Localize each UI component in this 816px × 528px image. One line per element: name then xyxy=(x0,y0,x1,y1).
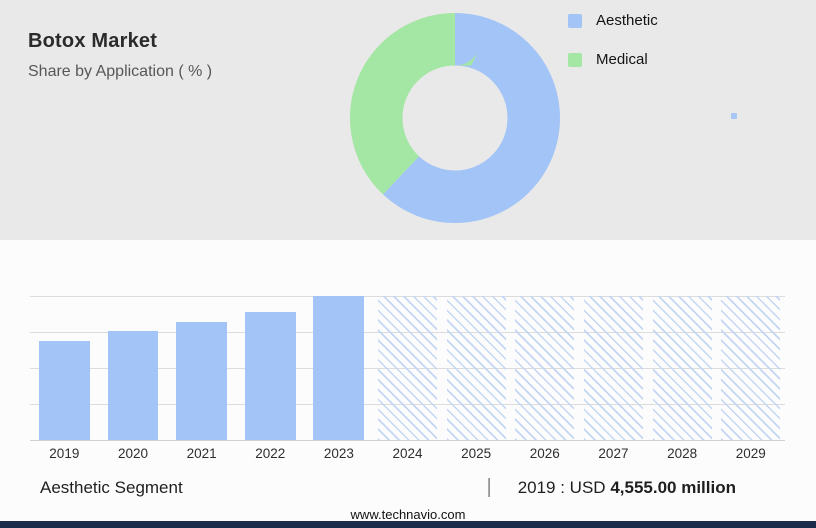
bar-slot xyxy=(716,296,785,440)
bar-slot xyxy=(305,296,374,440)
legend-swatch-aesthetic-icon xyxy=(568,13,582,28)
forecast-bar-2029 xyxy=(721,296,781,440)
website-link[interactable]: www.technavio.com xyxy=(350,507,466,522)
x-axis-labels: 2019 2020 2021 2022 2023 2024 2025 2026 2027 2028… xyxy=(30,446,785,461)
decorative-dot xyxy=(731,113,737,119)
donut-svg xyxy=(350,13,560,223)
bar-2020 xyxy=(107,330,159,440)
bottom-navy-bar xyxy=(0,521,816,528)
x-axis-label-2023: 2023 xyxy=(323,446,354,461)
bar-2021 xyxy=(176,321,227,440)
bar-slot xyxy=(442,296,511,440)
bar-slot xyxy=(648,296,717,440)
legend-swatch-medical-icon xyxy=(568,52,582,67)
x-axis-label-2025: 2025 xyxy=(461,446,492,461)
bar-2019 xyxy=(38,340,90,440)
x-axis-label-2021: 2021 xyxy=(186,446,217,461)
caption-row: Aesthetic Segment | 2019 : USD 4,555.00 … xyxy=(40,476,736,499)
x-axis-label-2020: 2020 xyxy=(117,446,148,461)
baseline-gridline xyxy=(30,440,785,441)
bar-2022 xyxy=(244,311,296,440)
x-axis-label-2028: 2028 xyxy=(667,446,698,461)
bar-slot xyxy=(30,296,99,440)
x-axis-label-2026: 2026 xyxy=(529,446,560,461)
page-title: Botox Market xyxy=(28,30,158,52)
legend-item-medical: Medical xyxy=(568,51,658,68)
bar-slot xyxy=(373,296,442,440)
segment-value: 2019 : USD 4,555.00 million xyxy=(518,478,736,498)
bar-slot xyxy=(579,296,648,440)
x-axis-label-2022: 2022 xyxy=(255,446,286,461)
legend-label-aesthetic: Aesthetic xyxy=(596,12,658,29)
bar-chart-section: 2019 2020 2021 2022 2023 2024 2025 2026 2027 2028… xyxy=(0,240,816,528)
footer: www.technavio.com xyxy=(0,506,816,524)
x-axis-label-2024: 2024 xyxy=(392,446,423,461)
x-axis-label-2029: 2029 xyxy=(735,446,766,461)
forecast-bar-2028 xyxy=(652,296,712,440)
bar-plot-slots xyxy=(30,296,785,440)
bar-2023 xyxy=(313,296,365,440)
donut-segment-medical xyxy=(350,13,560,223)
x-axis-label-2019: 2019 xyxy=(49,446,80,461)
legend-item-aesthetic: Aesthetic xyxy=(568,12,658,29)
bar-plot xyxy=(30,296,785,441)
caption-separator: | xyxy=(486,476,492,498)
title-block: Botox Market Share by Application ( % ) xyxy=(28,30,212,81)
bar-slot xyxy=(99,296,168,440)
header-panel: Botox Market Share by Application ( % ) … xyxy=(0,0,816,240)
bar-slot xyxy=(236,296,305,440)
segment-label: Aesthetic Segment xyxy=(40,477,183,497)
forecast-bar-2024 xyxy=(378,296,438,440)
donut-chart xyxy=(350,13,560,223)
forecast-bar-2026 xyxy=(515,296,575,440)
segment-value-label: 2019 : USD xyxy=(517,477,606,497)
bar-slot xyxy=(167,296,236,440)
page-subtitle: Share by Application ( % ) xyxy=(28,63,213,80)
segment-value-amount: 4,555.00 million xyxy=(610,477,736,497)
forecast-bar-2027 xyxy=(583,296,643,440)
x-axis-label-2027: 2027 xyxy=(598,446,629,461)
forecast-bar-2025 xyxy=(446,296,506,440)
bar-slot xyxy=(510,296,579,440)
legend-label-medical: Medical xyxy=(596,51,648,68)
donut-legend: Aesthetic Medical xyxy=(568,12,658,90)
